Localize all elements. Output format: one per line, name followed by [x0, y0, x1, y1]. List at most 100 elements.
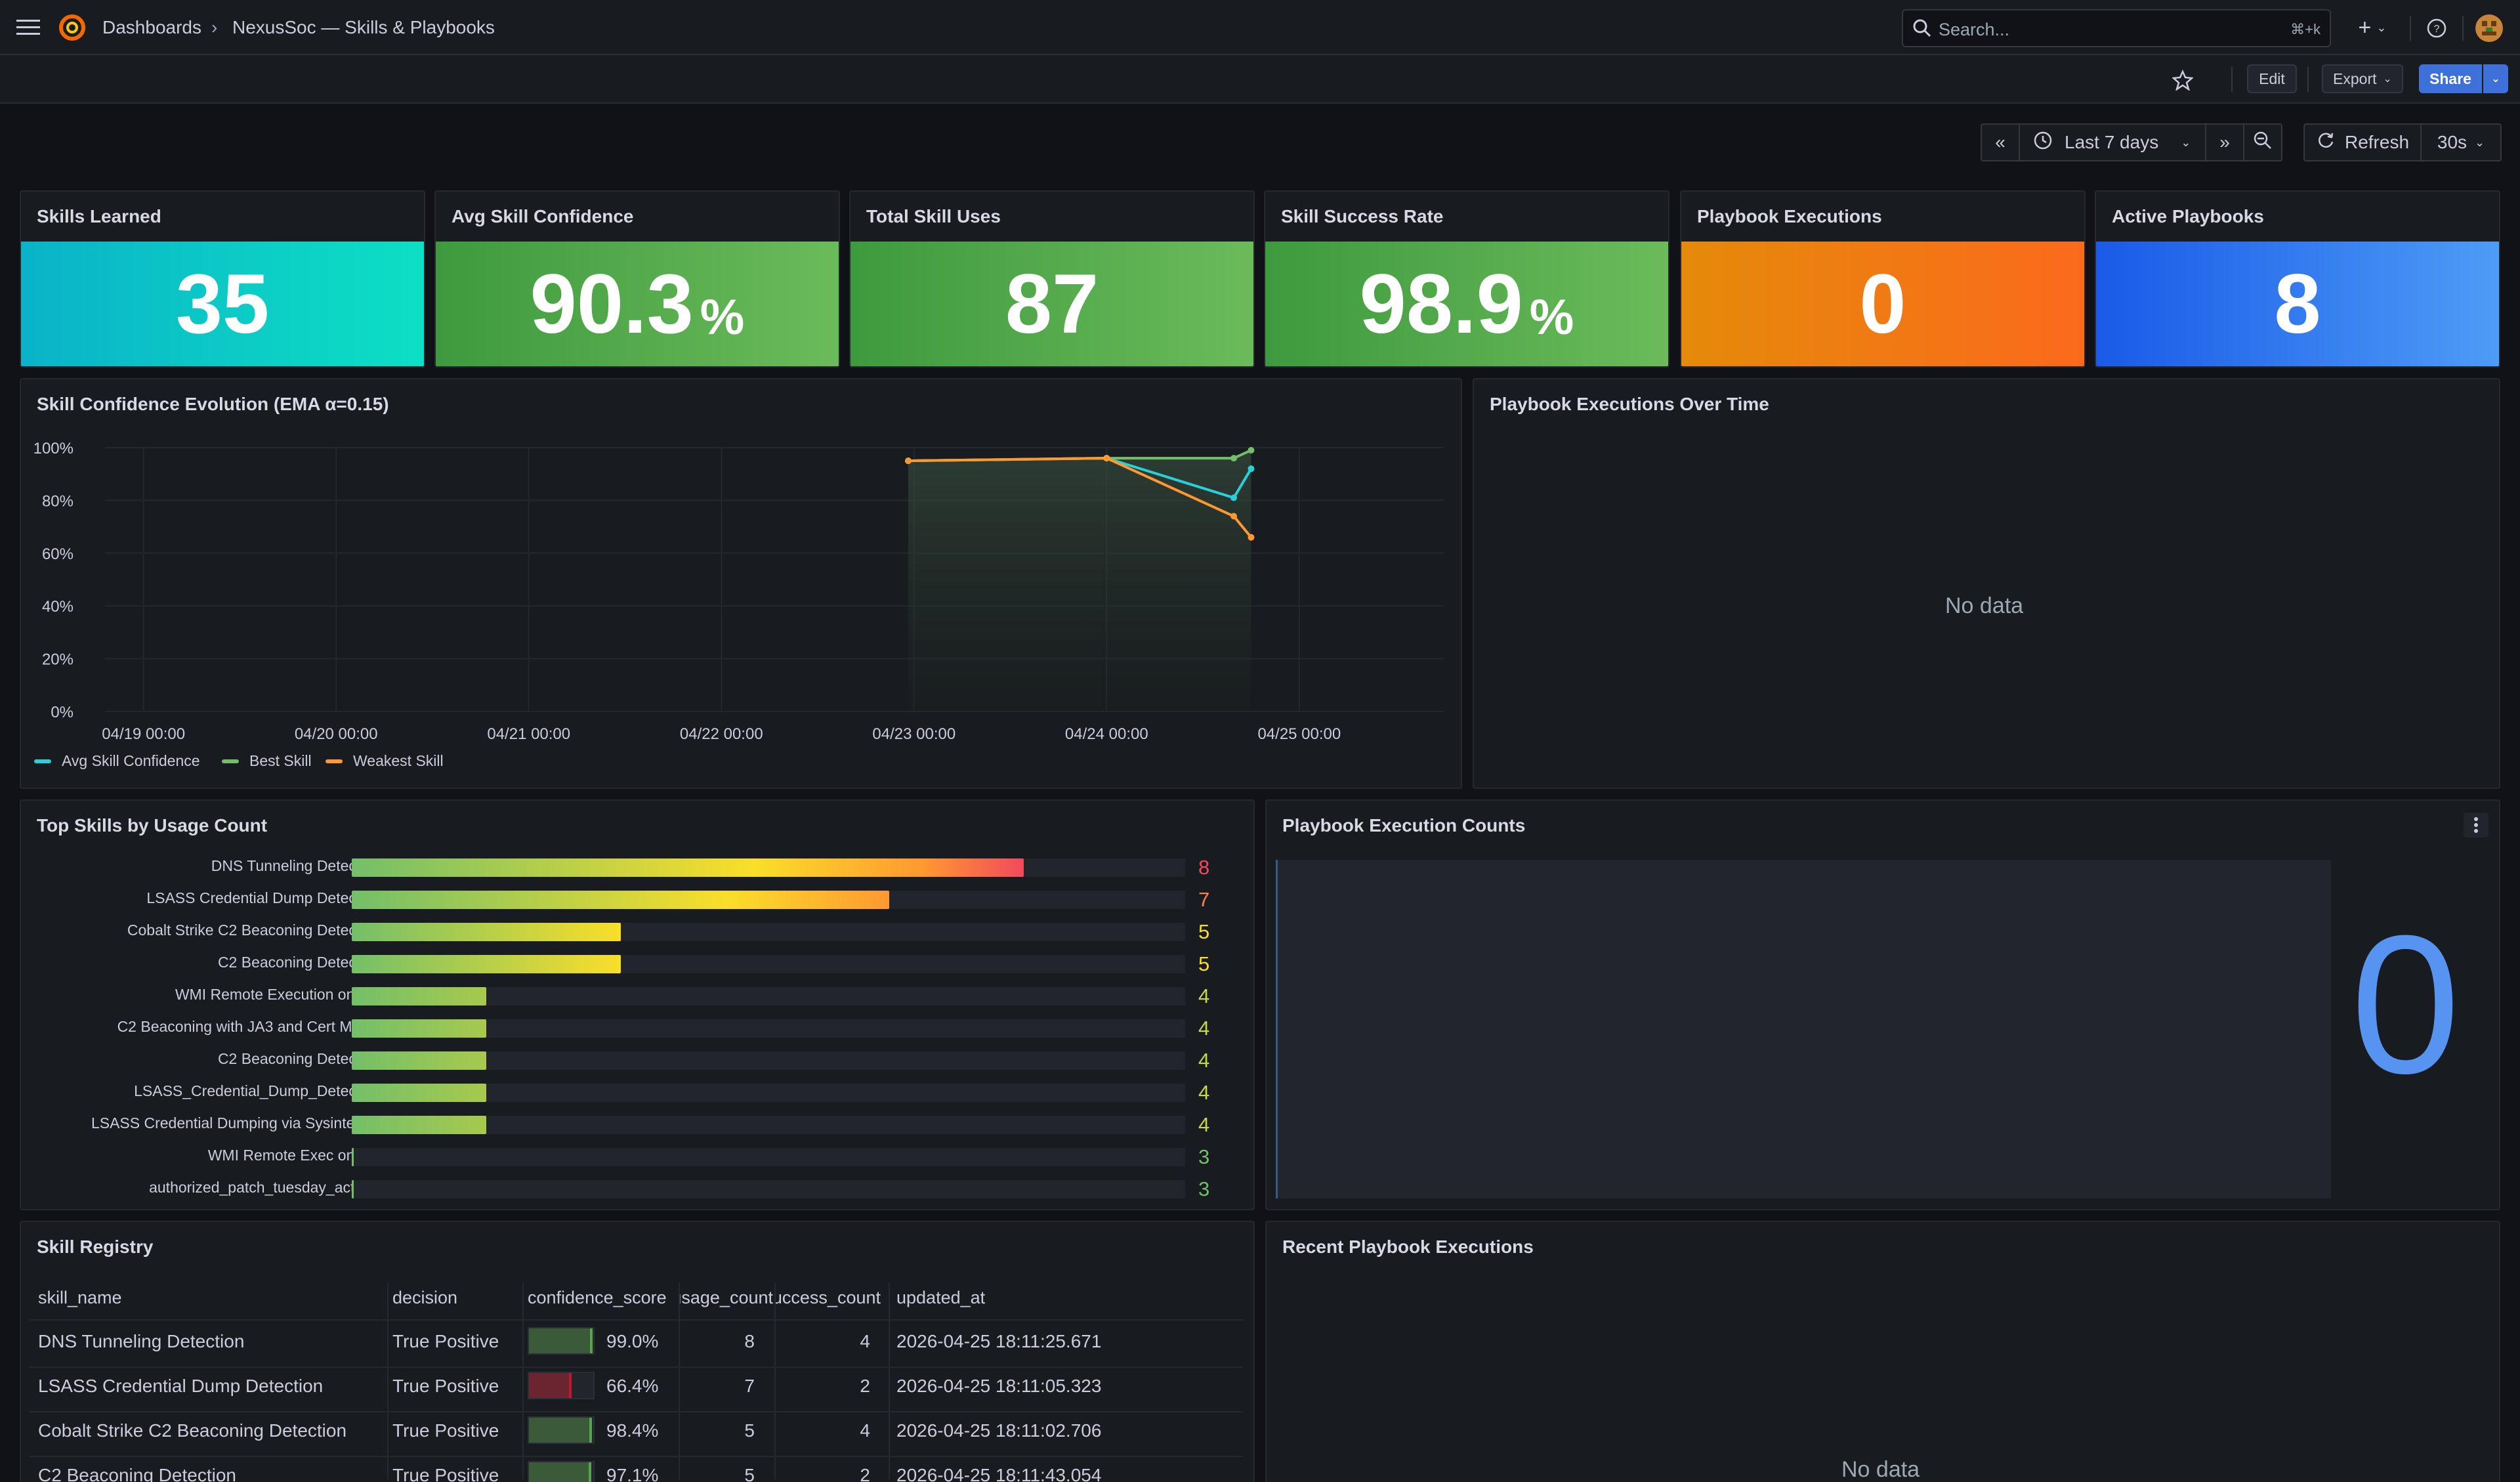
- x-tick-label: 04/19 00:00: [102, 725, 185, 743]
- header-col-divider: [679, 1282, 680, 1479]
- toolbar-divider: [2231, 67, 2233, 92]
- legend-item-weakest[interactable]: Weakest Skill: [326, 752, 444, 770]
- column-header-confidence[interactable]: confidence_score: [528, 1288, 667, 1307]
- confidence-gauge-fill: [529, 1418, 593, 1443]
- share-dropdown-button[interactable]: ⌄: [2483, 64, 2508, 93]
- cell-usage-count: 7: [744, 1376, 755, 1396]
- export-button[interactable]: Export ⌄: [2322, 64, 2403, 93]
- skill-registry-panel: Skill Registry: [20, 1221, 1255, 1482]
- bar-value: 4: [1198, 1081, 1210, 1104]
- confidence-gauge: [528, 1327, 595, 1355]
- executions-over-time-panel: Playbook Executions Over Time No data: [1473, 378, 2500, 789]
- stat-panel: Skills Learned 35: [20, 190, 425, 368]
- bar-fill: [352, 1084, 486, 1102]
- y-tick-label: 80%: [42, 492, 74, 510]
- bar-value: 5: [1198, 920, 1210, 943]
- confidence-line-chart: 0% 20% 40% 60% 80% 100% 04/19 00:00 04/20 00:00…: [33, 440, 1444, 743]
- stat-value-area: 0: [1681, 242, 2084, 366]
- stat-value-area: 35: [21, 242, 424, 366]
- refresh-label: Refresh: [2344, 132, 2410, 152]
- confidence-gauge: [528, 1461, 595, 1482]
- column-header-skill-name[interactable]: skill_name: [38, 1288, 122, 1307]
- chevron-down-icon: ⌄: [2383, 74, 2392, 85]
- breadcrumb-dashboards[interactable]: Dashboards: [102, 17, 201, 37]
- star-icon[interactable]: [2168, 66, 2197, 95]
- help-icon[interactable]: ?: [2424, 16, 2449, 41]
- stat-title: Avg Skill Confidence: [452, 206, 634, 226]
- cell-skill-name: C2 Beaconing Detection: [38, 1465, 236, 1482]
- refresh-interval-picker[interactable]: 30s ⌄: [2420, 123, 2502, 161]
- stat-title: Active Playbooks: [2112, 206, 2264, 226]
- refresh-button[interactable]: Refresh: [2303, 123, 2422, 161]
- legend-label: Best Skill: [249, 752, 312, 769]
- column-header-success[interactable]: success_count: [776, 1288, 881, 1308]
- stat-value-area: 98.9%: [1265, 242, 1668, 366]
- legend-swatch: [222, 759, 239, 763]
- row-divider: [29, 1411, 1243, 1412]
- panel-menu-icon[interactable]: [2464, 813, 2488, 837]
- time-shift-back-button[interactable]: «: [1981, 123, 2020, 161]
- toolbar-divider: [2307, 67, 2309, 92]
- column-header-usage[interactable]: usage_count: [680, 1288, 773, 1308]
- row-divider: [29, 1456, 1243, 1457]
- time-range-picker[interactable]: Last 7 days ⌄: [2019, 123, 2206, 161]
- bar-label: WMI Remote Execution on DC: [175, 986, 381, 1003]
- series-point: [1230, 455, 1238, 462]
- column-header-decision[interactable]: decision: [392, 1288, 458, 1307]
- cell-updated-at: 2026-04-25 18:11:25.671: [896, 1331, 1102, 1351]
- menu-icon[interactable]: [14, 16, 42, 39]
- confidence-gauge-fill: [529, 1462, 592, 1482]
- header-col-divider: [889, 1282, 890, 1479]
- edit-button[interactable]: Edit: [2247, 64, 2297, 93]
- stat-value: 8: [2274, 257, 2321, 351]
- x-tick-label: 04/23 00:00: [872, 725, 956, 743]
- time-shift-forward-button[interactable]: »: [2205, 123, 2244, 161]
- bar-label: C2 Beaconing with JA3 and Cert Match: [117, 1018, 381, 1035]
- header-col-divider: [774, 1282, 776, 1479]
- cell-success-count: 2: [860, 1376, 870, 1396]
- legend-swatch: [34, 759, 51, 763]
- execution-counts-panel: Playbook Execution Counts 0: [1265, 799, 2500, 1210]
- confidence-gauge: [528, 1416, 595, 1444]
- search-input[interactable]: Search... ⌘+k: [1902, 9, 2331, 47]
- stat-panel: Avg Skill Confidence 90.3%: [434, 190, 840, 368]
- stat-value: 0: [1859, 257, 1906, 351]
- cell-success-count: 2: [860, 1465, 870, 1482]
- stat-title: Total Skill Uses: [866, 206, 1001, 226]
- search-shortcut: ⌘+k: [2290, 21, 2320, 37]
- legend-label: Weakest Skill: [353, 752, 444, 769]
- stat-value: 98.9: [1359, 257, 1523, 351]
- new-dropdown-button[interactable]: + ⌄: [2349, 14, 2395, 41]
- zoom-out-button[interactable]: [2243, 123, 2282, 161]
- bar-value: 3: [1198, 1145, 1210, 1168]
- legend-item-avg[interactable]: Avg Skill Confidence: [34, 752, 200, 770]
- share-button[interactable]: Share: [2419, 64, 2482, 93]
- bar-value: 4: [1198, 1113, 1210, 1136]
- grafana-logo-icon[interactable]: [58, 13, 87, 42]
- stat-title: Skill Success Rate: [1281, 206, 1444, 226]
- series-point: [1103, 455, 1110, 462]
- header-col-divider: [387, 1282, 388, 1479]
- column-header-updated[interactable]: updated_at: [896, 1288, 986, 1307]
- cell-confidence: 98.4%: [606, 1420, 659, 1441]
- confidence-gauge: [528, 1372, 595, 1399]
- series-point: [1230, 494, 1238, 501]
- legend-item-best[interactable]: Best Skill: [222, 752, 312, 770]
- cell-updated-at: 2026-04-25 18:11:05.323: [896, 1376, 1102, 1396]
- bar-track: [352, 1148, 1185, 1166]
- bar-track: [352, 891, 1185, 909]
- panel-title: Skill Confidence Evolution (EMA α=0.15): [37, 394, 389, 414]
- bar-fill: [352, 1148, 354, 1166]
- user-avatar[interactable]: [2475, 14, 2503, 42]
- cell-confidence: 66.4%: [606, 1376, 659, 1396]
- svg-text:?: ?: [2434, 24, 2440, 35]
- search-icon: [1912, 18, 1932, 38]
- bar-track: [352, 858, 1185, 877]
- stat-title: Skills Learned: [37, 206, 161, 226]
- cell-success-count: 4: [860, 1420, 870, 1441]
- bar-value: 4: [1198, 1017, 1210, 1040]
- cell-updated-at: 2026-04-25 18:11:02.706: [896, 1420, 1102, 1441]
- stat-value: 87: [1005, 257, 1099, 351]
- bar-track: [352, 1019, 1185, 1038]
- stat-unit: %: [700, 289, 745, 345]
